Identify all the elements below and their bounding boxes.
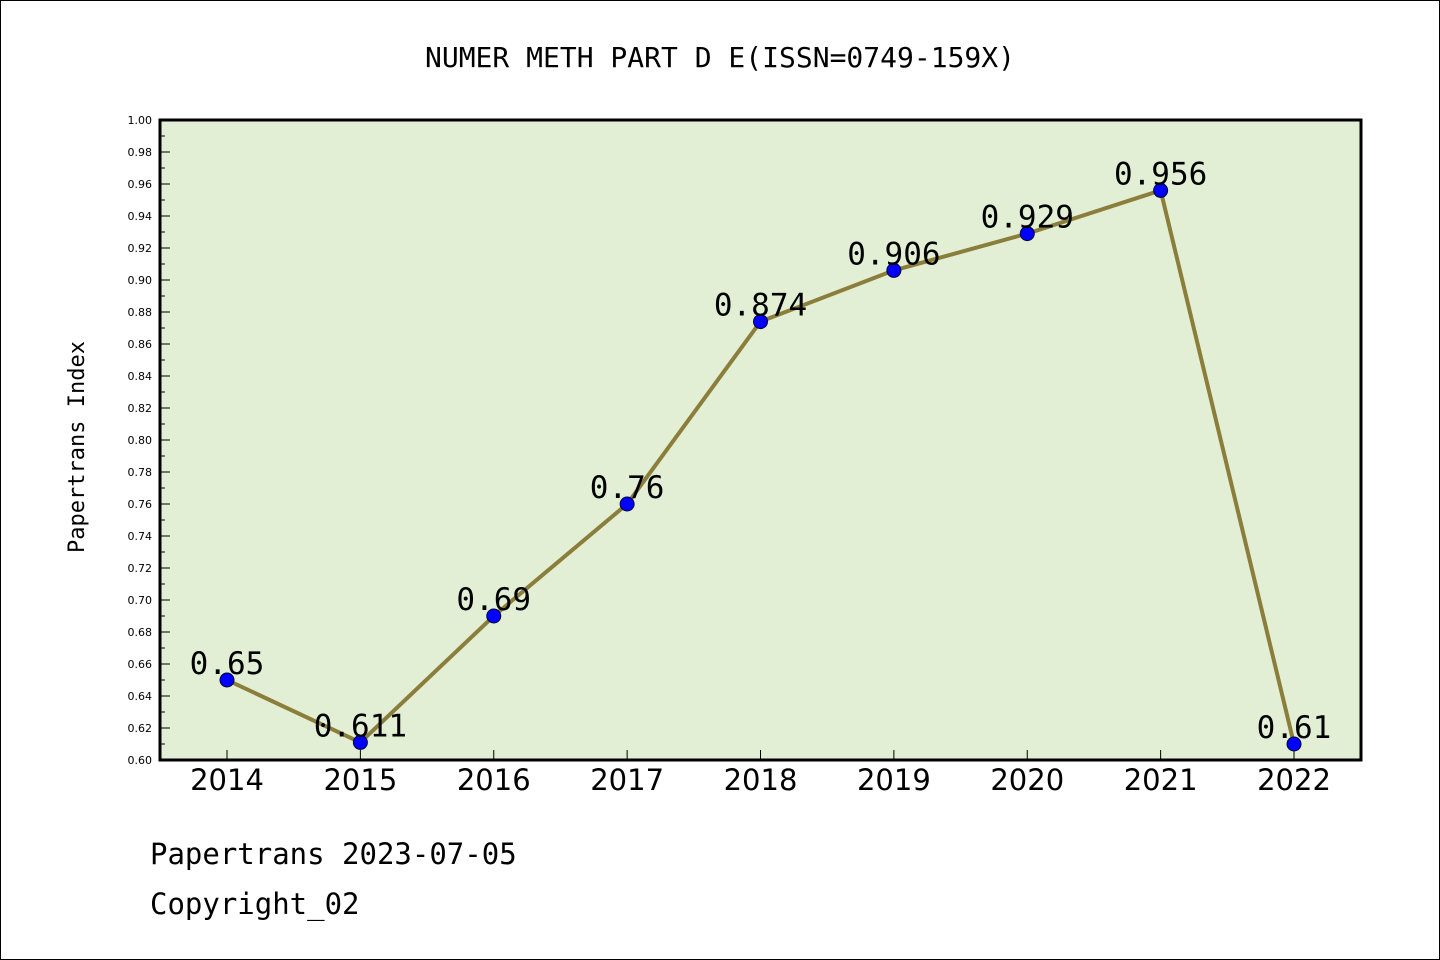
y-tick-label: 0.92 (128, 242, 153, 255)
x-tick-label: 2015 (323, 763, 397, 797)
data-point-marker (219, 672, 235, 688)
y-tick-label: 0.80 (128, 434, 153, 447)
data-value-label: 0.874 (714, 288, 807, 324)
data-value-label: 0.906 (847, 236, 940, 272)
data-value-label: 0.611 (314, 708, 407, 744)
x-tick-label: 2016 (457, 763, 531, 797)
y-tick-label: 0.66 (128, 658, 153, 671)
y-tick-label: 0.70 (128, 594, 153, 607)
x-tick-label: 2021 (1124, 763, 1198, 797)
x-tick-label: 2018 (724, 763, 798, 797)
y-tick-label: 0.72 (128, 562, 153, 575)
y-tick-label: 0.88 (128, 306, 153, 319)
plot-area (160, 120, 1361, 760)
x-axis: 2014 2015 2016 2017 2018 2019 2020 2021 2022 (190, 750, 1331, 797)
y-tick-label: 0.76 (128, 498, 153, 511)
y-tick-label: 0.84 (128, 370, 153, 383)
data-value-label: 0.76 (590, 470, 665, 506)
data-point-marker (1286, 736, 1302, 752)
y-tick-label: 0.86 (128, 338, 153, 351)
data-value-label: 0.61 (1257, 710, 1332, 746)
data-point-marker (886, 262, 902, 278)
data-point-marker (352, 734, 368, 750)
data-point-marker (486, 608, 502, 624)
chart-title: NUMER METH PART D E(ISSN=0749-159X) (425, 41, 1015, 74)
y-axis: 0.60 0.62 0.64 0.66 0.68 0.70 0.72 0.74 0.76 0.78… (128, 114, 170, 767)
data-point-marker (619, 496, 635, 512)
data-point-marker (1153, 182, 1169, 198)
y-tick-label: 0.62 (128, 722, 153, 735)
data-value-label: 0.956 (1114, 156, 1207, 192)
y-tick-label: 0.90 (128, 274, 153, 287)
data-value-label: 0.929 (981, 200, 1074, 236)
plot-border (158, 118, 1363, 762)
x-tick-label: 2017 (590, 763, 664, 797)
y-tick-label: 0.98 (128, 146, 153, 159)
data-value-label: 0.65 (190, 646, 265, 682)
x-tick-label: 2014 (190, 763, 264, 797)
footer-copyright: Copyright_02 (150, 887, 360, 922)
y-tick-label: 0.74 (128, 530, 153, 543)
y-tick-label: 0.96 (128, 178, 153, 191)
y-axis-label: Papertrans Index (65, 341, 90, 553)
footer-date: Papertrans 2023-07-05 (150, 837, 517, 871)
y-tick-label: 0.94 (128, 210, 153, 223)
x-tick-label: 2022 (1257, 763, 1331, 797)
data-point-marker (1019, 226, 1035, 242)
x-tick-label: 2019 (857, 763, 931, 797)
y-tick-label: 1.00 (128, 114, 153, 127)
y-tick-label: 0.64 (128, 690, 153, 703)
series-line-group: 0.65 0.611 0.69 0.76 0.874 0.906 0.929 0.956 0.6… (190, 156, 1332, 752)
y-tick-label: 0.60 (128, 754, 153, 767)
data-point-marker (753, 314, 768, 330)
x-tick-label: 2020 (990, 763, 1064, 797)
data-value-label: 0.69 (456, 582, 531, 618)
y-tick-label: 0.78 (128, 466, 153, 479)
y-tick-label: 0.82 (128, 402, 153, 415)
y-tick-label: 0.68 (128, 626, 153, 639)
